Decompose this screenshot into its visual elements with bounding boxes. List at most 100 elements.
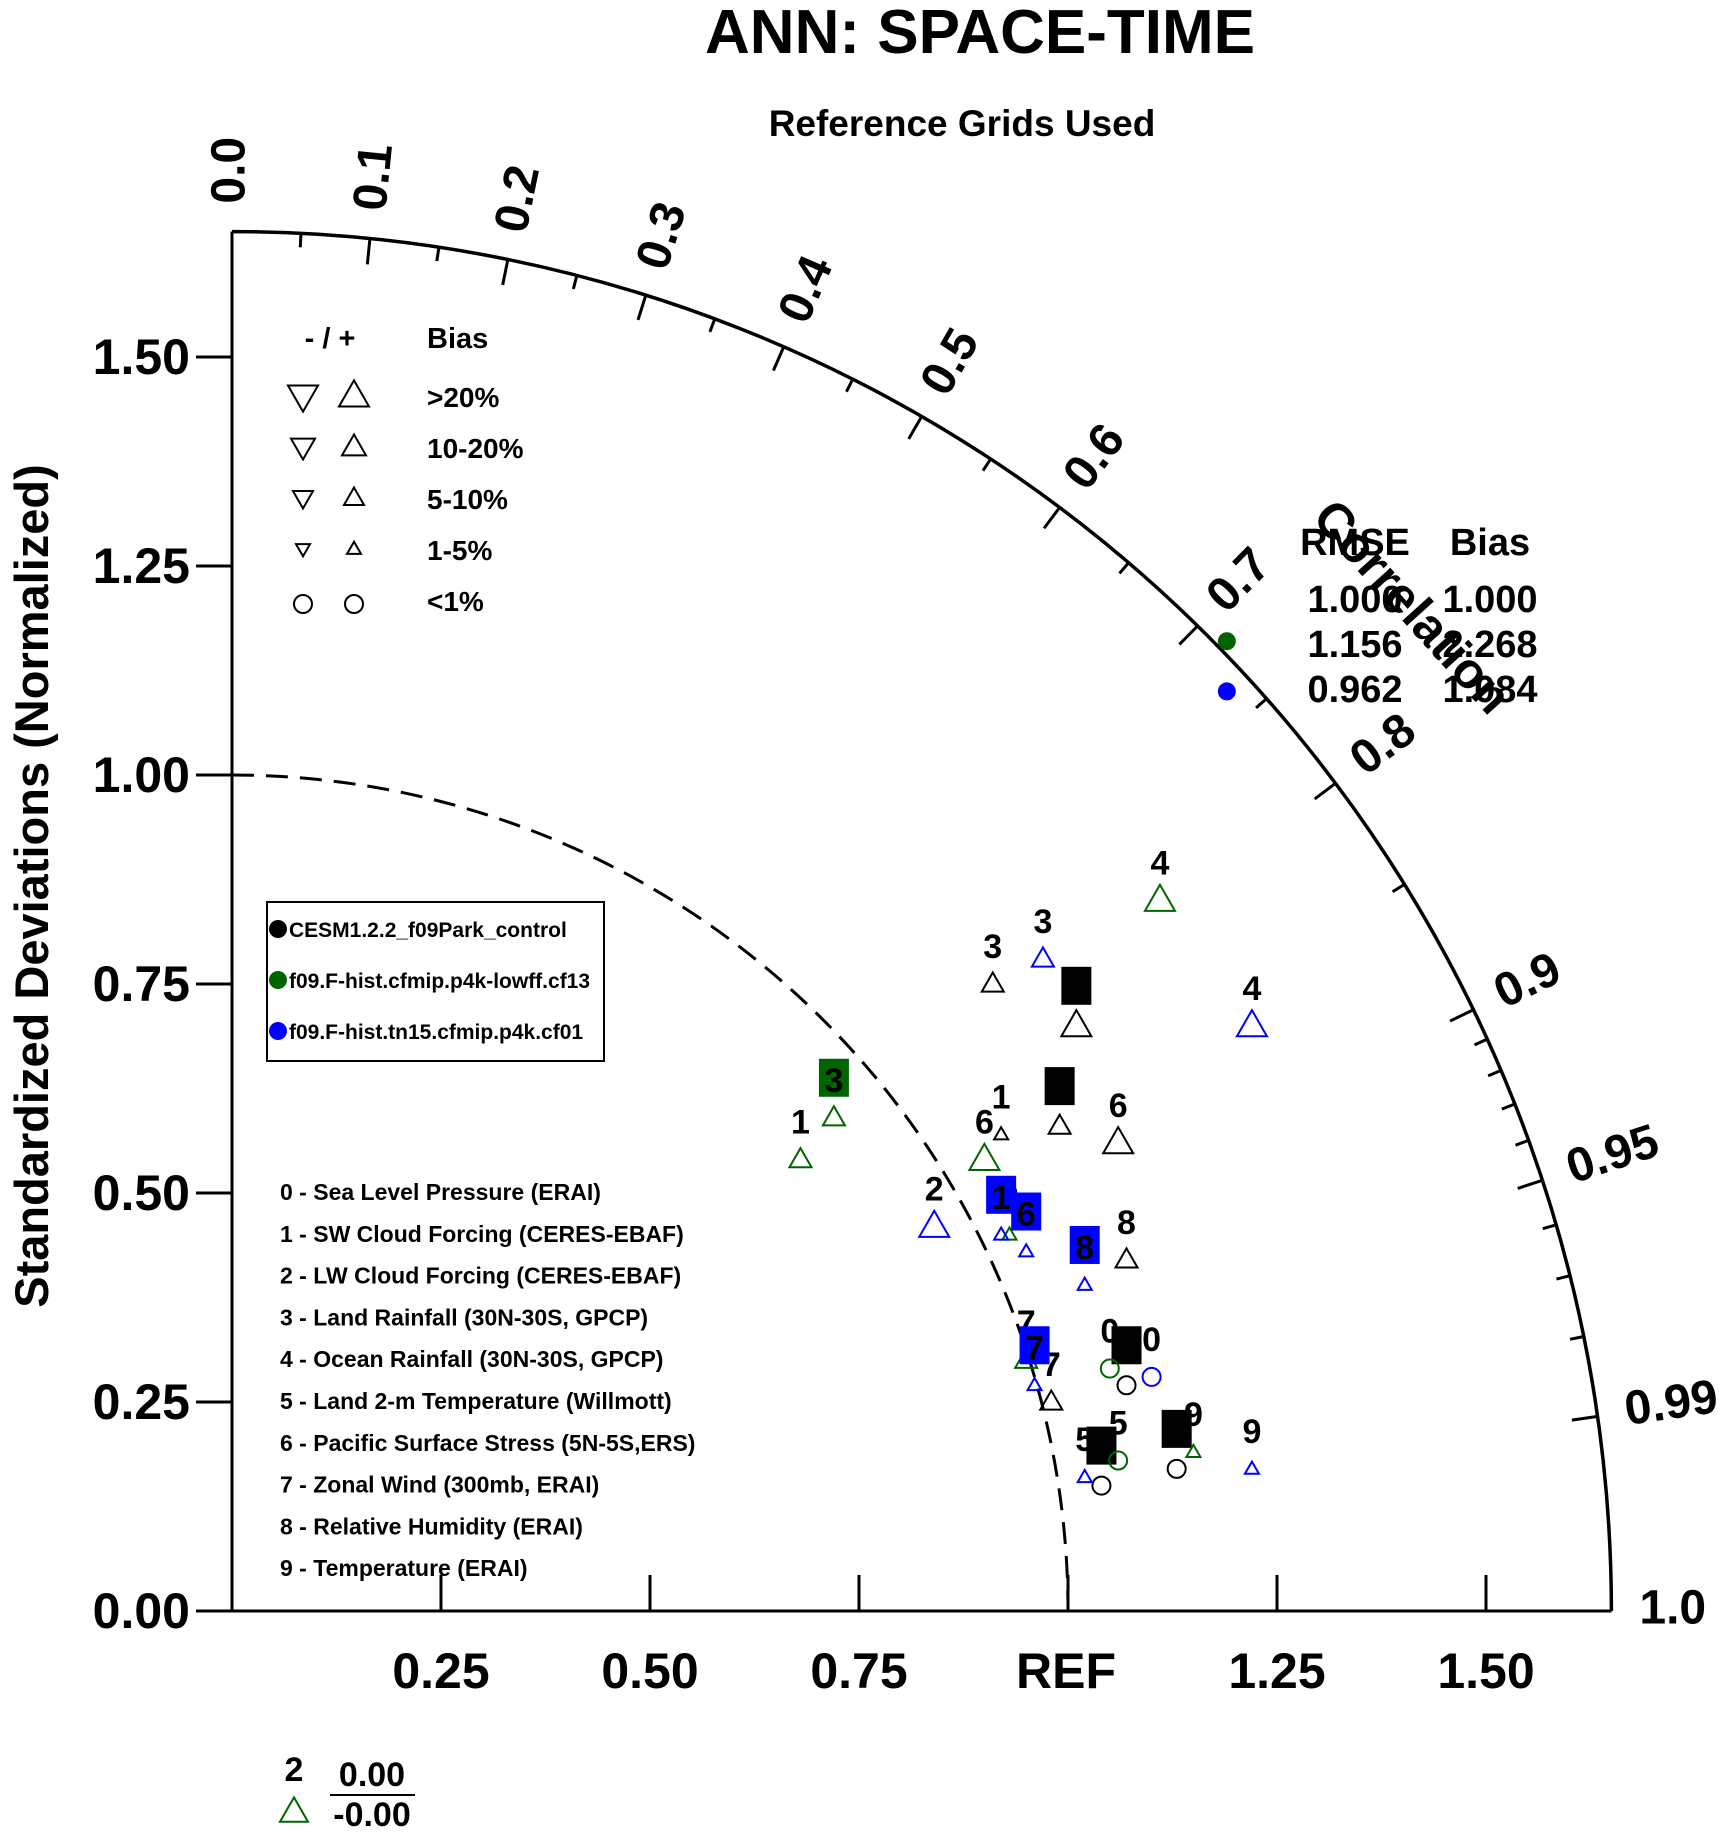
y-axis-label: Standardized Deviations (Normalized) <box>5 464 58 1308</box>
x-tick-label: 1.25 <box>1228 1643 1325 1699</box>
x-tick-label: 0.75 <box>810 1643 907 1699</box>
correlation-tick-label: 0.99 <box>1621 1370 1721 1436</box>
data-point-marker <box>1143 882 1177 912</box>
y-tick-label: 0.00 <box>93 1583 190 1639</box>
bias-legend-down-triangle-icon <box>294 543 312 559</box>
data-point-marker <box>992 1125 1010 1141</box>
data-point-label: 6 <box>1017 1196 1036 1234</box>
data-point-label: 2 <box>1050 1070 1069 1108</box>
off-scale-label: 2 <box>285 1751 304 1789</box>
variable-list-item: 4 - Ocean Rainfall (30N-30S, GPCP) <box>280 1346 663 1372</box>
data-point-label: 4 <box>1242 970 1261 1008</box>
variable-list-item: 5 - Land 2-m Temperature (Willmott) <box>280 1388 672 1414</box>
data-point-marker <box>980 970 1006 993</box>
y-tick-label: 1.25 <box>93 538 190 594</box>
case-legend-label: f09.F-hist.tn15.cfmip.p4k.cf01 <box>289 1021 583 1044</box>
data-point-marker <box>967 1141 1002 1171</box>
correlation-minor-tick <box>435 246 441 262</box>
x-axis-ref-label: REF <box>1016 1643 1116 1699</box>
bias-legend-down-triangle-icon <box>289 437 317 462</box>
reference-arc <box>231 773 1070 1612</box>
correlation-minor-tick <box>981 458 992 472</box>
outer-arc <box>231 229 1614 1612</box>
data-point-label: 9 <box>1167 1413 1186 1451</box>
correlation-minor-tick <box>1255 697 1268 709</box>
correlation-minor-tick <box>1391 883 1406 894</box>
correlation-tick-label: 0.0 <box>203 137 256 204</box>
correlation-tick-label: 0.6 <box>1053 414 1135 499</box>
data-point-label: 1 <box>992 1078 1011 1116</box>
data-point-marker <box>1235 1008 1269 1038</box>
correlation-tick-label: 0.4 <box>768 248 843 331</box>
bias-legend-label: 5-10% <box>427 484 508 515</box>
data-point-label-box <box>1061 966 1092 1005</box>
correlation-tick <box>636 294 648 321</box>
correlation-tick <box>365 238 372 265</box>
diagram-area: 0.000.250.500.751.001.251.500.25 0.50 0.75… <box>93 137 1721 1834</box>
stats-bias-value: 1.084 <box>1442 669 1537 711</box>
data-point-label: 2 <box>925 1170 944 1208</box>
correlation-minor-tick <box>708 318 717 333</box>
data-point-marker <box>1059 1008 1094 1038</box>
data-point-marker <box>1025 1375 1044 1392</box>
data-point-marker <box>1000 1225 1019 1241</box>
correlation-tick <box>1042 506 1061 530</box>
bias-legend-label: 10-20% <box>427 433 524 464</box>
bias-legend-label: <1% <box>427 586 484 617</box>
stats-rmse-value: 1.156 <box>1307 624 1402 666</box>
data-point-label: 0 <box>1117 1329 1136 1367</box>
correlation-tick-label: 0.7 <box>1196 538 1281 623</box>
data-point-marker <box>1091 1475 1112 1496</box>
bias-legend-circle-icon <box>344 594 364 614</box>
variable-list-item: 7 - Zonal Wind (300mb, ERAI) <box>280 1472 599 1498</box>
variable-list-item: 0 - Sea Level Pressure (ERAI) <box>280 1179 601 1205</box>
bias-legend-up-triangle-icon <box>345 539 363 555</box>
data-point-label: 6 <box>975 1104 994 1142</box>
data-point-marker <box>1116 1375 1137 1396</box>
correlation-tick <box>1517 1178 1543 1190</box>
bias-legend-circle-icon <box>293 594 313 614</box>
data-point-label: 4 <box>1150 844 1169 882</box>
data-point-label: 7 <box>1025 1329 1044 1367</box>
global-stat-dot <box>1217 632 1236 651</box>
data-point-marker <box>1075 1275 1094 1291</box>
off-scale-numerator: 0.00 <box>339 1756 405 1794</box>
data-point-label: 1 <box>992 1179 1011 1217</box>
data-point-marker <box>821 1104 847 1127</box>
bias-legend-up-triangle-icon <box>342 485 366 506</box>
correlation-tick <box>1449 1008 1475 1023</box>
correlation-tick-label: 0.9 <box>1486 942 1569 1019</box>
correlation-minor-tick <box>1501 1102 1516 1111</box>
y-tick-label: 0.50 <box>93 1165 190 1221</box>
data-point-label: 5 <box>1075 1421 1094 1459</box>
data-point-marker <box>1243 1459 1261 1475</box>
data-point-marker <box>992 1225 1010 1241</box>
correlation-tick <box>1313 782 1337 801</box>
data-point-marker <box>1030 945 1056 968</box>
correlation-minor-tick <box>1514 1138 1530 1147</box>
correlation-minor-tick <box>1542 1223 1557 1231</box>
case-legend-dot-icon <box>269 1022 287 1040</box>
correlation-minor-tick <box>298 233 303 248</box>
data-point-marker <box>1108 1450 1129 1471</box>
stats-bias-value: 2.268 <box>1442 624 1537 666</box>
data-point-label-box <box>1011 1192 1042 1231</box>
y-tick-label: 1.50 <box>93 329 190 385</box>
bias-legend-label: >20% <box>427 382 499 413</box>
correlation-tick <box>501 259 510 286</box>
data-point-label-box <box>986 1175 1017 1214</box>
bias-legend-down-triangle-icon <box>286 384 320 414</box>
variable-list-item: 6 - Pacific Surface Stress (5N-5S,ERS) <box>280 1430 695 1456</box>
chart-subtitle: Reference Grids Used <box>769 103 1156 144</box>
correlation-tick <box>1178 624 1199 646</box>
correlation-minor-tick <box>845 378 855 393</box>
data-point-marker <box>1075 1467 1094 1484</box>
stats-rmse-value: 0.962 <box>1307 669 1402 711</box>
data-point-label: 3 <box>983 928 1002 966</box>
y-tick-label: 0.25 <box>93 1374 190 1430</box>
data-point-marker <box>1017 1242 1035 1258</box>
global-stat-dot <box>1217 682 1236 701</box>
correlation-minor-tick <box>1118 561 1130 575</box>
data-point-marker <box>1184 1442 1203 1459</box>
